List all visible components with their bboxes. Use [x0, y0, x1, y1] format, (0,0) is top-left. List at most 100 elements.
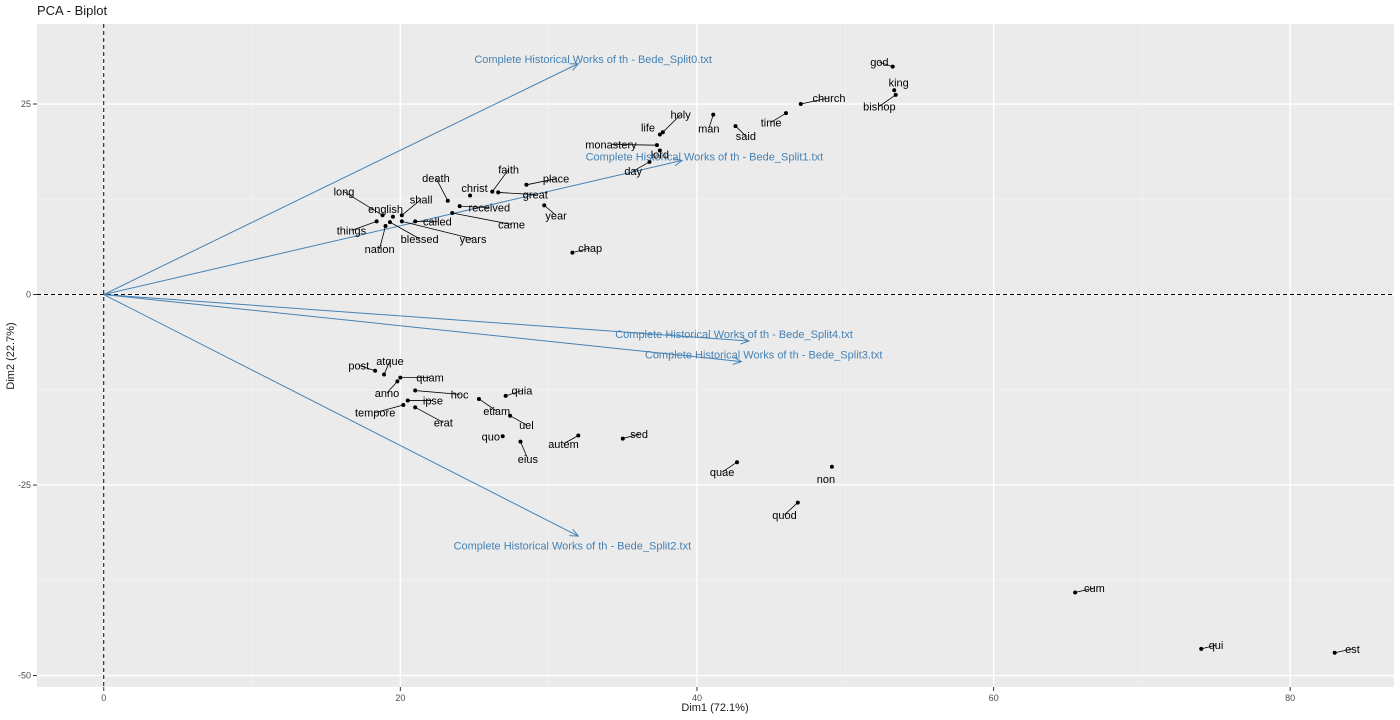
label-leader-line: [800, 97, 830, 105]
point-label: quia: [512, 386, 534, 398]
point-label: day: [624, 166, 642, 178]
vector-line: [103, 294, 742, 363]
data-point: [735, 460, 740, 465]
label-leader-line: [386, 381, 398, 394]
y-tick-label: -50: [18, 671, 31, 681]
point-label: year: [545, 210, 567, 222]
vector-arrowhead: [569, 63, 580, 71]
data-point: [390, 214, 395, 219]
point-label: blessed: [401, 234, 439, 246]
data-point: [647, 159, 652, 164]
label-leader-line: [459, 205, 490, 209]
point-label: things: [337, 226, 367, 238]
point-label: place: [543, 174, 569, 186]
point-label: great: [523, 190, 548, 202]
point-label: man: [698, 123, 719, 135]
major-gridlines: [37, 24, 1394, 687]
x-tick-label: 40: [692, 693, 702, 703]
point-label: tempore: [355, 408, 395, 420]
data-point: [374, 219, 379, 224]
label-leader-line: [401, 198, 422, 216]
point-label: quam: [416, 373, 444, 385]
y-tick-label: -25: [18, 480, 31, 490]
data-point: [518, 439, 523, 444]
point-label: anno: [375, 388, 399, 400]
data-point: [660, 130, 665, 135]
data-point: [503, 393, 508, 398]
data-point: [783, 111, 788, 116]
point-label: came: [498, 219, 525, 231]
label-leader-line: [351, 220, 377, 231]
data-point: [373, 368, 378, 373]
data-point: [733, 124, 738, 129]
data-point: [383, 223, 388, 228]
label-leader-line: [452, 212, 512, 225]
label-leader-line: [879, 94, 896, 107]
data-point: [892, 88, 897, 93]
point-label: god: [870, 57, 888, 69]
label-leader-line: [721, 461, 738, 473]
data-point: [395, 379, 400, 384]
point-label: atque: [376, 356, 404, 368]
label-leader-line: [784, 502, 799, 516]
data-point: [620, 436, 625, 441]
label-leader-line: [375, 404, 404, 414]
label-leader-line: [543, 205, 557, 216]
data-point: [1073, 590, 1078, 595]
data-point: [398, 375, 403, 380]
label-leader-line: [610, 144, 657, 146]
axes: 0 20 40 60 80 -50 -25 0 25: [18, 99, 1295, 703]
point-label: quae: [710, 467, 734, 479]
y-tick-label: 0: [26, 290, 31, 300]
vector-arrowhead: [569, 528, 580, 537]
point-label: sed: [630, 429, 648, 441]
label-leader-line: [491, 169, 509, 192]
point-label: chap: [578, 243, 602, 255]
vector-label: Complete Historical Works of th - Bede_S…: [454, 540, 692, 552]
label-leader-line: [478, 398, 497, 412]
data-point: [413, 219, 418, 224]
point-label: death: [422, 173, 450, 185]
point-label: uel: [519, 420, 534, 432]
x-tick-label: 60: [989, 693, 999, 703]
data-point: [380, 213, 385, 218]
point-label: monastery: [585, 139, 637, 151]
point-label: received: [469, 203, 511, 215]
data-point: [445, 198, 450, 203]
point-label: lord: [651, 149, 669, 161]
point-label: qui: [1209, 640, 1224, 652]
label-leader-line: [632, 161, 650, 172]
data-point: [657, 132, 662, 137]
data-point: [890, 64, 895, 69]
data-point: [450, 210, 455, 215]
vector-line: [103, 63, 579, 295]
point-label: king: [889, 78, 909, 90]
label-leader-lines: [343, 61, 1353, 654]
data-points: [373, 64, 1337, 655]
data-point: [387, 220, 392, 225]
label-leader-line: [383, 360, 391, 375]
data-point: [500, 434, 505, 439]
y-axis-label: Dim2 (22.7%): [5, 322, 17, 390]
vector-arrowhead: [673, 158, 684, 167]
data-point: [468, 193, 473, 198]
chart-title: PCA - Biplot: [37, 3, 108, 18]
point-label: christ: [461, 183, 487, 195]
vector-arrowhead: [740, 336, 751, 345]
reference-lines: [37, 24, 1394, 687]
data-point: [829, 464, 834, 469]
point-label: quod: [772, 510, 796, 522]
data-point: [657, 148, 662, 153]
point-label: holy: [671, 110, 692, 122]
point-label: english: [368, 204, 403, 216]
data-point: [570, 250, 575, 255]
label-leader-line: [572, 247, 591, 254]
vector-line: [103, 294, 749, 342]
point-label: quo: [482, 431, 500, 443]
vector-line: [103, 294, 579, 537]
label-leader-line: [414, 406, 444, 423]
label-leader-line: [770, 112, 787, 123]
data-point: [1332, 650, 1337, 655]
point-label: shall: [410, 194, 433, 206]
